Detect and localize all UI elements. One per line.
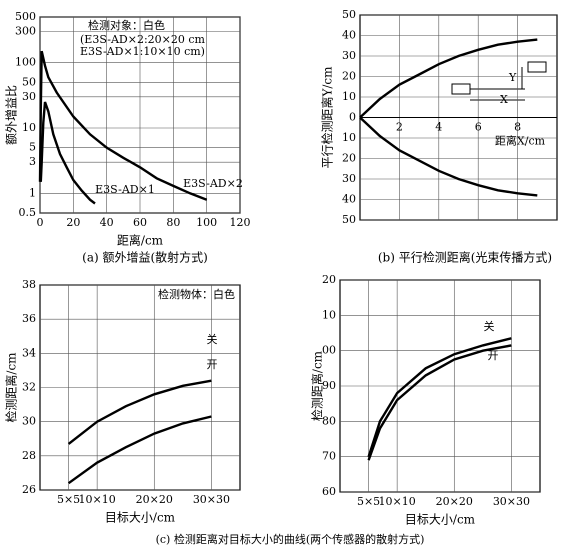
annotation: E3S-AD×1:10×10 cm) [80,45,205,58]
y-tick-label: 30 [342,49,356,62]
x-tick-label: 6 [475,121,482,134]
annotation: 检测物体：白色 [158,287,235,301]
y-tick-label: 500 [15,10,36,23]
y-tick-label: 70 [322,450,336,463]
x-tick-label: 20×20 [136,493,173,506]
chart-title: (b) 平行检测距离(光束传播方式) [378,250,552,265]
x-tick-label: 5×5 [357,495,380,508]
x-axis-label: 距离/cm [117,233,164,248]
x-tick-label: 100 [196,216,217,229]
series-label: 关 [207,332,218,346]
y-tick-label: 30 [22,415,36,428]
x-tick-label: 4 [435,121,442,134]
x-tick-label: 20×20 [436,495,473,508]
series-line [367,337,512,458]
y-tick-label: 10 [342,90,356,103]
annotation: (E3S-AD×2:20×20 cm [80,33,206,46]
y-tick-label: 30 [22,90,36,103]
series-line [359,38,538,119]
y-axis-label: 检测距离/cm [310,350,325,421]
y-tick-label: 60 [322,485,336,498]
y-tick-label: 40 [342,29,356,42]
y-tick-label: 3 [29,155,36,168]
y-tick-label: 30 [342,172,356,185]
y-tick-label: 28 [22,449,36,462]
series-label: 开 [207,358,218,371]
x-axis-label: 目标大小/cm [405,513,476,527]
y-tick-label: 50 [342,213,356,226]
x-tick-label: 40 [100,216,114,229]
y-tick-label: 38 [22,278,36,291]
y-tick-label: 90 [322,379,336,392]
y-tick-label: 20 [342,70,356,83]
series-line [38,50,208,201]
y-tick-label: 300 [15,24,36,37]
x-tick-label: 60 [133,216,147,229]
x-tick-label: 80 [166,216,180,229]
series-line [67,415,212,485]
y-tick-label: 50 [342,8,356,21]
annotation: 检测对象：白色 [88,18,165,32]
series-line [359,116,538,197]
x-tick-label: 30×30 [493,495,530,508]
series-line [367,344,512,461]
figure-caption: (c) 检测距离对目标大小的曲线(两个传感器的散射方式) [156,532,425,546]
x-axis-label: 目标大小/cm [105,511,176,525]
y-tick-label: 40 [342,193,356,206]
y-tick-label: 10 [342,131,356,144]
y-axis-label: 检测距离/cm [4,352,19,423]
x-tick-label: 5×5 [57,493,80,506]
receiver [527,61,547,73]
chart-title: (a) 额外增益(散射方式) [82,250,208,265]
annotation: X [500,93,508,106]
y-axis-label: 平行检测距离Y/cm [320,66,335,169]
y-tick-label: 26 [22,483,36,496]
y-tick-label: 20 [342,152,356,165]
x-axis-label: 距离X/cm [495,134,546,148]
series-line [39,101,96,205]
x-tick-label: 30×30 [193,493,230,506]
y-tick-label: 80 [322,414,336,427]
y-tick-label: 1 [29,186,36,199]
annotation: Y [508,71,517,84]
x-tick-label: 8 [514,121,521,134]
y-tick-label: 0.5 [19,206,37,219]
x-tick-label: 20 [66,216,80,229]
x-tick-label: 10×10 [79,493,116,506]
y-tick-label: 10 [22,121,36,134]
x-tick-label: 120 [230,216,251,229]
series-label: 开 [488,349,499,362]
series-label: 关 [484,319,495,333]
series-label: E3S-AD×2 [183,177,243,190]
y-tick-label: 32 [22,381,36,394]
y-tick-label: 5 [29,141,36,154]
y-tick-label: 100 [15,56,36,69]
y-tick-label: 10 [322,308,336,321]
x-tick-label: 2 [396,121,403,134]
y-tick-label: 00 [322,344,336,357]
x-tick-label: 0 [37,216,44,229]
y-axis-label: 额外增益比 [5,85,19,145]
y-tick-label: 20 [322,273,336,286]
y-tick-label: 50 [22,75,36,88]
y-tick-label: 0 [349,111,356,124]
series-label: E3S-AD×1 [95,183,155,196]
x-tick-label: 10×10 [379,495,416,508]
series-line [67,379,212,445]
inset-diagram [451,61,547,101]
y-tick-label: 34 [22,346,36,359]
y-tick-label: 36 [22,312,36,325]
